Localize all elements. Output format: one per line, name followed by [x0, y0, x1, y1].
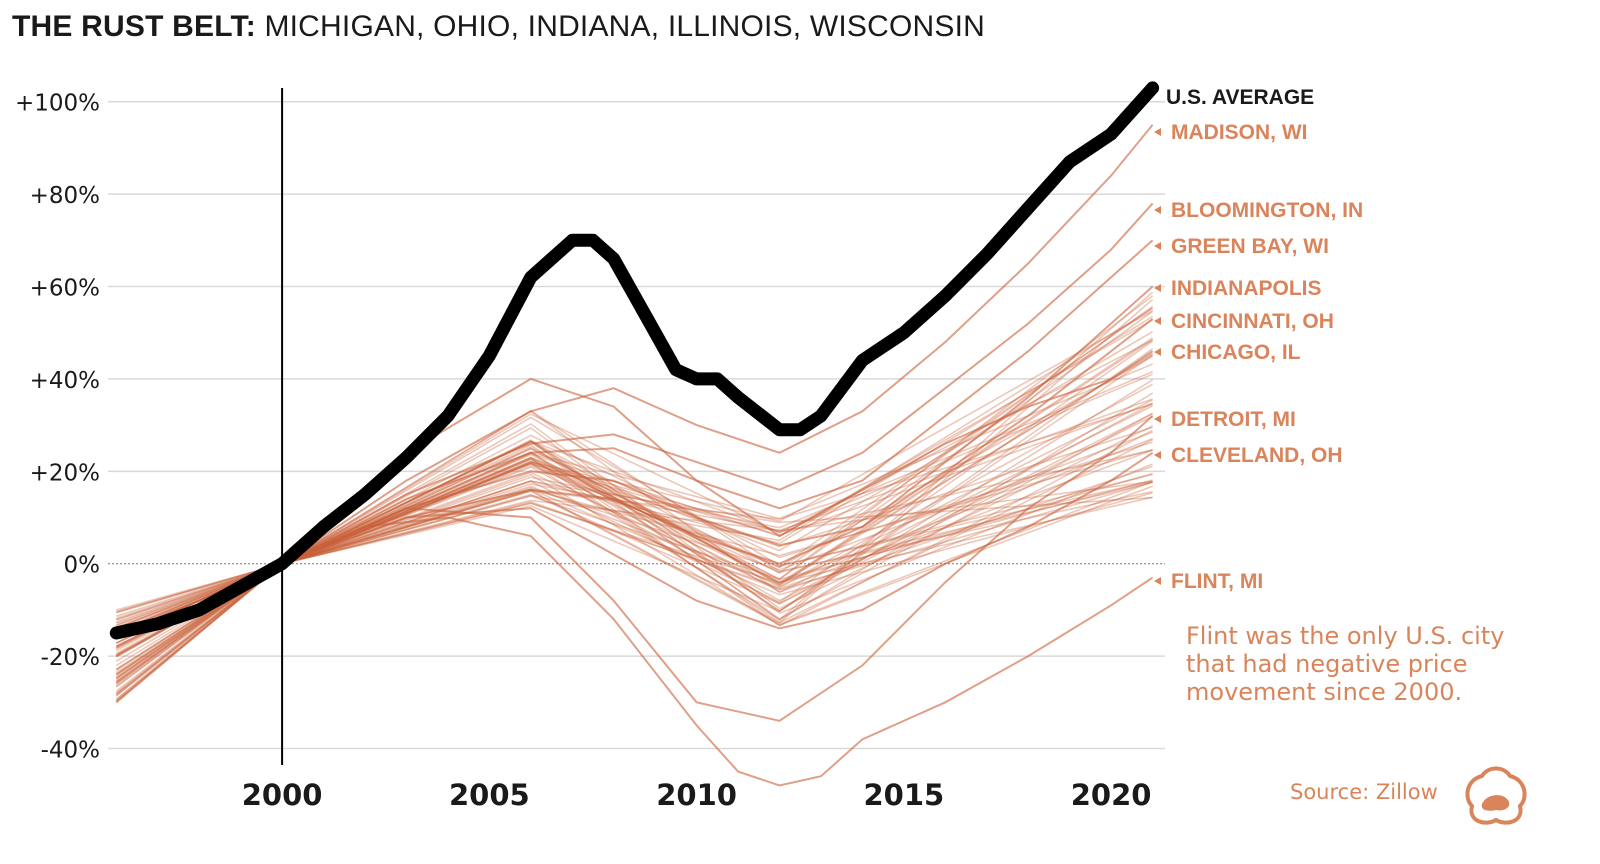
- flint-note: Flint was the only U.S. city that had ne…: [1186, 622, 1505, 706]
- y-tick-label: +20%: [30, 460, 100, 486]
- label-pointer-icon: [1154, 348, 1161, 356]
- city-series-line: [115, 353, 1154, 671]
- x-axis-labels: 2000 2005 2010 2015 2020: [242, 778, 1152, 812]
- x-tick-label: 2000: [242, 778, 323, 812]
- x-tick-label: 2010: [656, 778, 737, 812]
- x-tick-label: 2020: [1071, 778, 1152, 812]
- x-tick-label: 2015: [863, 778, 944, 812]
- series-label: FLINT, MI: [1171, 570, 1263, 593]
- label-pointer-icon: [1154, 415, 1161, 423]
- visual-capitalist-logo-icon: [1465, 766, 1527, 825]
- series-label: BLOOMINGTON, IN: [1171, 199, 1363, 222]
- city-series-line: [116, 340, 1154, 623]
- y-tick-label: +100%: [15, 91, 100, 117]
- label-pointer-icon: [1154, 577, 1161, 585]
- y-tick-label: +40%: [30, 368, 100, 394]
- y-tick-label: 0%: [64, 553, 101, 579]
- series-label: DETROIT, MI: [1171, 408, 1296, 431]
- city-series-line: [115, 348, 1154, 676]
- label-pointer-icon: [1154, 317, 1161, 325]
- series-label: CINCINNATI, OH: [1171, 310, 1334, 333]
- city-lines: [115, 124, 1154, 787]
- us-average-line-group: [109, 81, 1160, 640]
- label-pointer-icon: [1154, 242, 1161, 250]
- y-tick-label: -40%: [41, 738, 100, 764]
- x-tick-label: 2005: [449, 778, 530, 812]
- label-pointer-icon: [1154, 206, 1161, 214]
- us-average-line: [109, 81, 1160, 640]
- series-label: CLEVELAND, OH: [1171, 444, 1343, 467]
- y-tick-label: +60%: [30, 276, 100, 302]
- y-tick-label: +80%: [30, 183, 100, 209]
- y-axis-labels: +100% +80% +60% +40% +20% 0% -20% -40%: [15, 91, 100, 764]
- city-series-line: [115, 399, 1153, 703]
- title-bold: THE RUST BELT:: [12, 10, 256, 43]
- us-average-label: U.S. AVERAGE: [1166, 86, 1314, 109]
- source-credit: Source: Zillow: [1290, 780, 1438, 804]
- city-line-flint-mi: [115, 516, 1154, 787]
- title-rest: MICHIGAN, OHIO, INDIANA, ILLINOIS, WISCO…: [264, 10, 986, 43]
- y-tick-label: -20%: [41, 645, 100, 671]
- city-series-line: [116, 480, 1153, 617]
- label-pointer-icon: [1154, 284, 1161, 292]
- series-label: GREEN BAY, WI: [1171, 235, 1329, 258]
- series-label: CHICAGO, IL: [1171, 341, 1301, 364]
- series-label: MADISON, WI: [1171, 121, 1308, 144]
- series-label: INDIANAPOLIS: [1171, 277, 1322, 300]
- label-pointer-icon: [1154, 128, 1161, 136]
- chart-title: THE RUST BELT: MICHIGAN, OHIO, INDIANA, …: [12, 10, 985, 44]
- label-pointer-icon: [1154, 451, 1161, 459]
- city-series-line: [115, 449, 1153, 639]
- series-labels: U.S. AVERAGE MADISON, WI BLOOMINGTON, IN GR…: [1154, 86, 1363, 593]
